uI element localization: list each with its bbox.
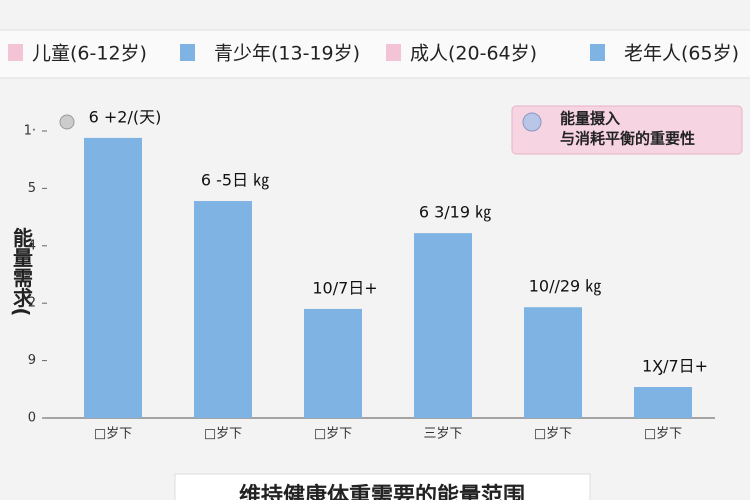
bar [634,387,692,418]
legend-label: 老年人(65岁) [624,43,739,65]
legend-label: 青少年(13-19岁) [214,43,360,65]
bar-label: 10//29 ㎏ [529,277,602,296]
legend-label: 儿童(6-12岁) [32,43,147,65]
bar-label: 6 -5日 ㎏ [201,171,269,190]
annotation-text: 能量摄入 [560,110,620,128]
pin-icon [59,114,75,130]
legend-band [0,30,750,78]
y-tick-label: 1· [24,124,36,139]
legend-swatch [386,44,401,61]
bar [194,201,252,418]
y-tick-label: 0 [28,411,36,426]
legend-swatch [590,44,605,61]
bar [304,308,362,418]
x-tick-label: □岁下 [644,427,682,442]
annotation-box [511,105,743,155]
legend-label: 成人(20-64岁) [410,43,537,65]
annotation-icon [522,112,542,132]
x-tick-label: □岁下 [204,427,242,442]
x-tick-label: □岁下 [314,427,352,442]
bar [524,307,582,418]
bar [414,233,472,418]
title-box [174,473,591,500]
bar-label: 10/7日+ [312,278,377,297]
y-tick-label: 9 [28,353,36,368]
bar-label: 6 3/19 ㎏ [419,203,491,222]
annotation-text: 与消耗平衡的重要性 [560,130,695,148]
chart-title: 维持健康体重需要的能量范围 [239,483,525,500]
bar [84,137,142,418]
x-tick-label: □岁下 [534,427,572,442]
y-axis-label: 能量需求( [10,226,34,317]
x-tick-label: 三岁下 [423,427,462,442]
legend-swatch [180,44,195,61]
bar-label: 1Ӽ/7日+ [642,357,708,376]
y-tick-label: 5 [28,181,36,196]
x-tick-label: □岁下 [94,427,132,442]
legend-swatch [8,44,23,61]
y-tick-label: 2 [28,296,36,311]
y-tick-label: 4 [28,238,36,253]
bar-label: 6 +2/(天) [89,107,162,126]
